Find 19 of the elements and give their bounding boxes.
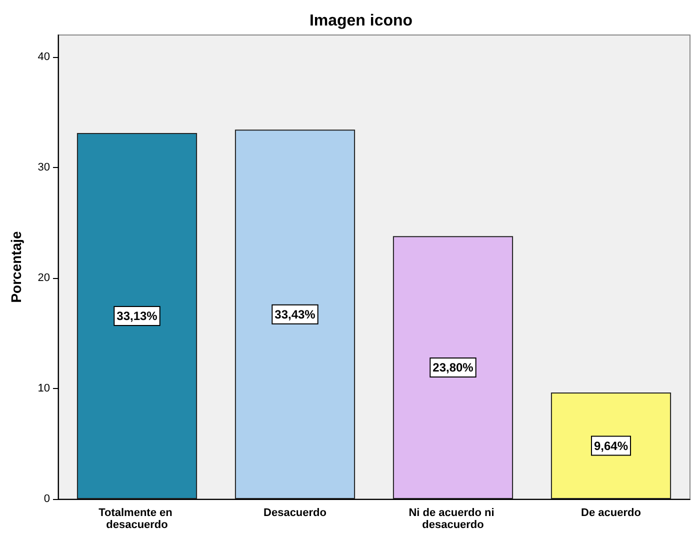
x-tick-label: Totalmente en desacuerdo <box>98 507 176 531</box>
chart-title: Imagen icono <box>309 12 413 30</box>
y-axis-title: Porcentaje <box>8 230 24 303</box>
data-label: 9,64% <box>594 438 628 453</box>
x-tick-label: Ni de acuerdo ni desacuerdo <box>408 507 498 531</box>
bar <box>392 236 514 499</box>
y-tick-label: 10 <box>38 382 50 395</box>
x-tick-label: Desacuerdo <box>264 507 327 519</box>
y-tick-label: 20 <box>38 272 50 284</box>
bar <box>76 132 198 499</box>
bar <box>550 392 672 499</box>
data-label: 23,80% <box>432 360 474 375</box>
data-label: 33,13% <box>116 308 158 323</box>
y-tick-label: 30 <box>38 162 50 174</box>
bar <box>234 130 356 499</box>
x-tick-label: De acuerdo <box>581 507 642 519</box>
y-tick-label: 40 <box>38 51 50 64</box>
data-label: 33,43% <box>274 307 316 322</box>
y-tick-label: 0 <box>44 493 50 505</box>
